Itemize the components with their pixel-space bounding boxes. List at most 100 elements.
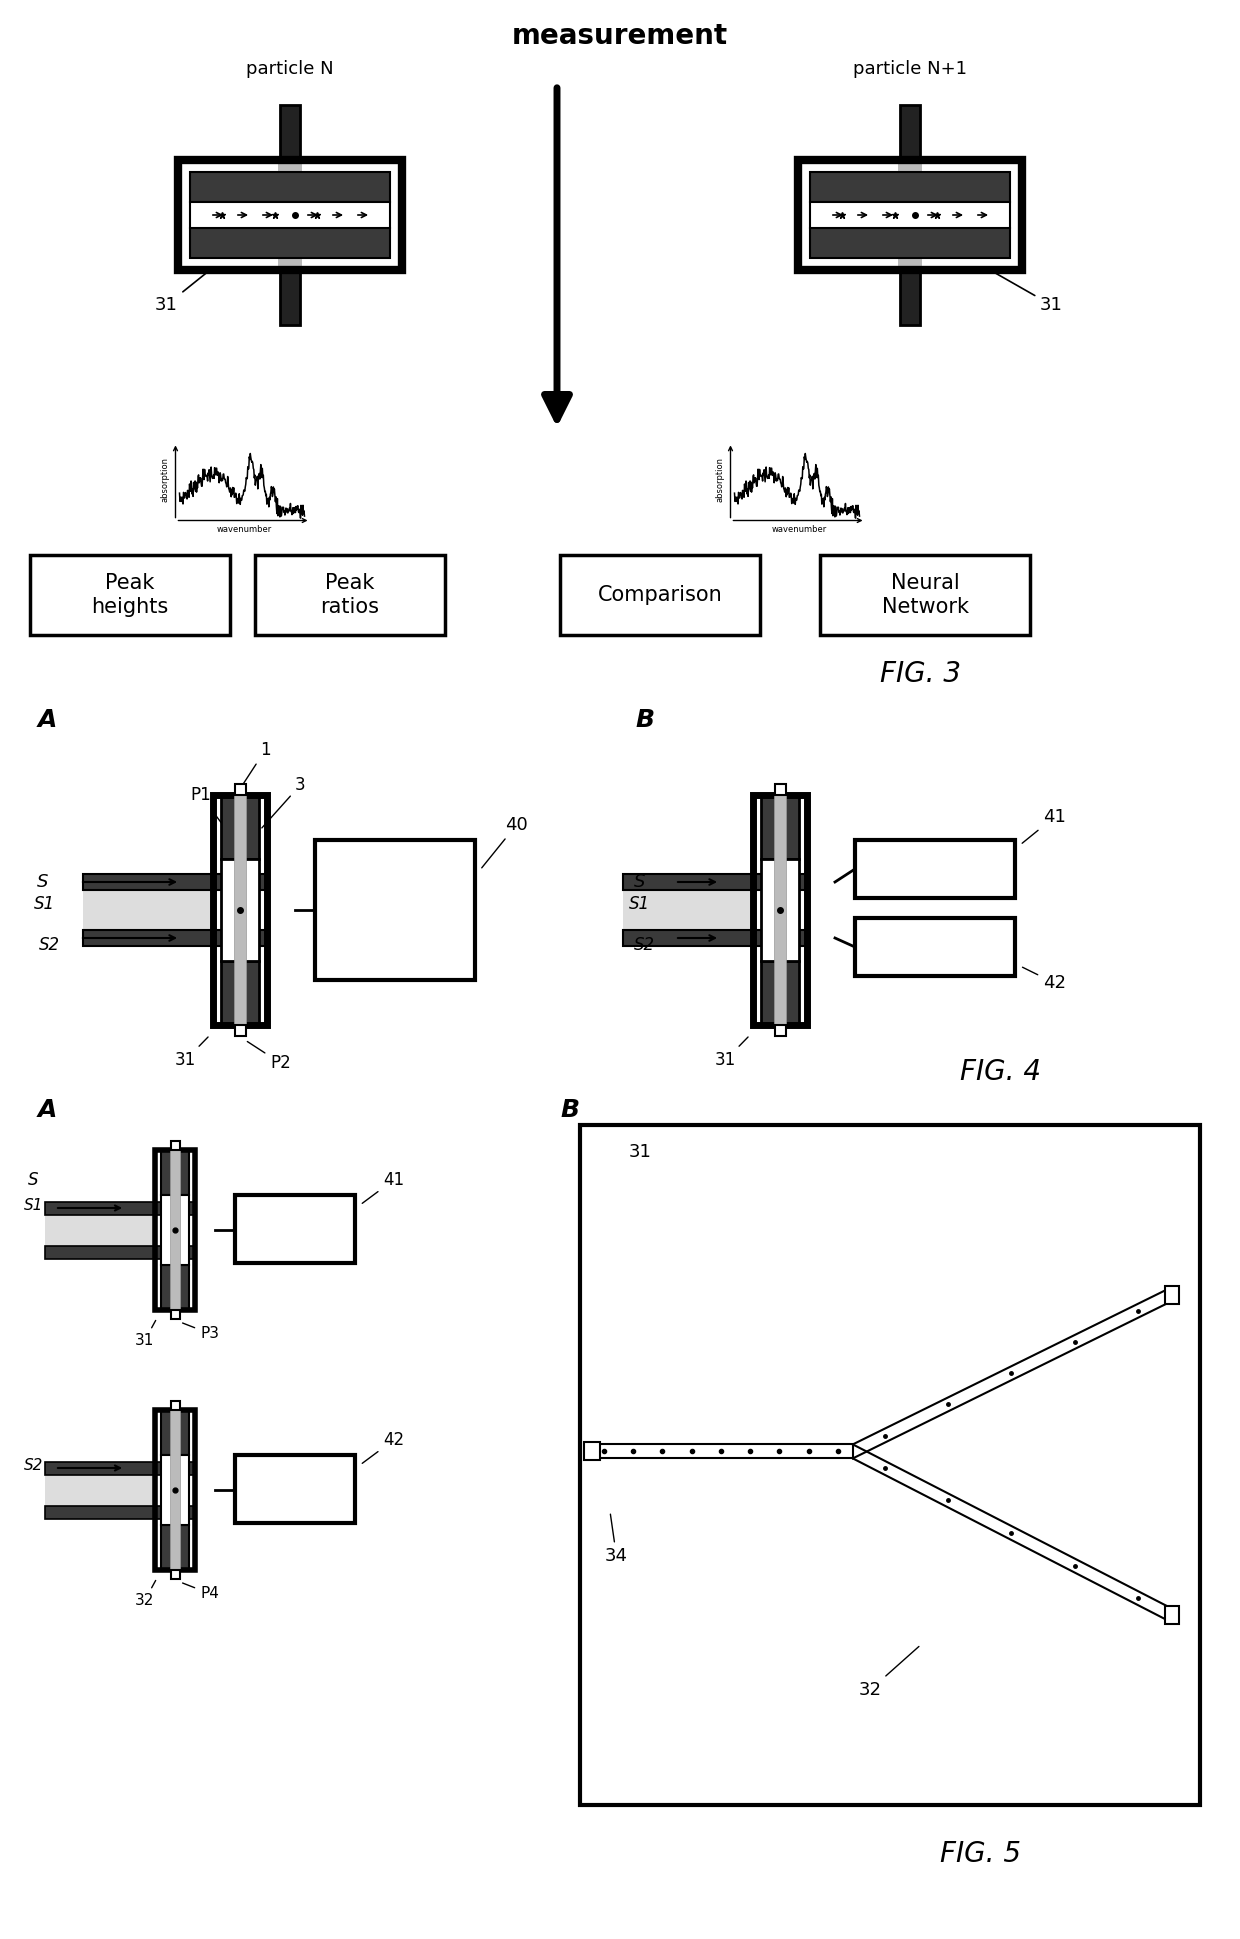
Bar bbox=[255, 555, 445, 634]
Bar bbox=[775, 1026, 785, 1035]
Bar bbox=[170, 1410, 180, 1571]
Bar bbox=[315, 840, 475, 979]
Text: S1: S1 bbox=[24, 1198, 43, 1212]
Text: 41: 41 bbox=[1022, 809, 1066, 843]
Text: FIG. 5: FIG. 5 bbox=[940, 1840, 1021, 1867]
Text: S: S bbox=[634, 873, 645, 892]
Bar bbox=[234, 783, 246, 795]
Bar bbox=[622, 931, 807, 946]
Bar bbox=[1166, 1286, 1179, 1305]
Text: absorption: absorption bbox=[715, 456, 724, 502]
Text: A: A bbox=[38, 708, 57, 733]
Text: S2: S2 bbox=[38, 937, 60, 954]
Text: wavenumber: wavenumber bbox=[216, 525, 272, 535]
Bar bbox=[234, 795, 246, 1026]
Bar bbox=[161, 1410, 188, 1454]
Text: 42: 42 bbox=[1023, 968, 1066, 993]
Text: S2: S2 bbox=[24, 1458, 43, 1472]
Bar bbox=[161, 1194, 188, 1266]
Bar bbox=[856, 840, 1016, 898]
Bar bbox=[591, 1445, 853, 1458]
Text: S: S bbox=[27, 1171, 38, 1189]
Text: 32: 32 bbox=[859, 1646, 919, 1699]
Bar bbox=[775, 783, 785, 795]
Text: 32: 32 bbox=[135, 1580, 156, 1607]
Bar bbox=[753, 795, 807, 1026]
Bar bbox=[1166, 1605, 1179, 1623]
Text: 31: 31 bbox=[135, 1320, 156, 1348]
Bar bbox=[30, 555, 229, 634]
Bar bbox=[213, 795, 267, 1026]
Bar bbox=[170, 1150, 180, 1311]
Bar bbox=[898, 161, 923, 270]
Bar bbox=[221, 795, 259, 859]
Text: P1: P1 bbox=[190, 785, 237, 843]
Text: Comparison: Comparison bbox=[598, 586, 723, 605]
Bar bbox=[190, 202, 391, 229]
Text: FIG. 3: FIG. 3 bbox=[879, 659, 961, 688]
Text: 31: 31 bbox=[175, 1037, 208, 1068]
Bar bbox=[236, 1194, 355, 1262]
Text: S1: S1 bbox=[33, 896, 55, 913]
Text: 31: 31 bbox=[629, 1142, 651, 1161]
Bar bbox=[171, 1311, 180, 1319]
Bar bbox=[761, 795, 799, 859]
Bar bbox=[810, 202, 1011, 229]
Bar bbox=[280, 270, 300, 326]
Text: 31: 31 bbox=[992, 271, 1063, 314]
Bar bbox=[45, 1214, 155, 1245]
Bar bbox=[799, 161, 1022, 270]
Bar bbox=[161, 1266, 188, 1311]
Bar bbox=[161, 1150, 188, 1194]
Text: particle N: particle N bbox=[247, 60, 334, 78]
Bar bbox=[900, 270, 920, 326]
Text: FIG. 4: FIG. 4 bbox=[960, 1059, 1040, 1086]
Text: wavenumber: wavenumber bbox=[771, 525, 827, 535]
Text: 31: 31 bbox=[715, 1037, 748, 1068]
Bar bbox=[856, 917, 1016, 975]
Text: particle N+1: particle N+1 bbox=[853, 60, 967, 78]
Bar bbox=[45, 1474, 155, 1505]
Text: Neural
Network: Neural Network bbox=[882, 574, 968, 617]
Bar bbox=[761, 960, 799, 1026]
Bar bbox=[161, 1454, 188, 1526]
Text: measurement: measurement bbox=[512, 21, 728, 50]
Text: P2: P2 bbox=[247, 1041, 290, 1072]
Bar bbox=[190, 229, 391, 258]
Bar bbox=[45, 1245, 195, 1258]
Text: S2: S2 bbox=[634, 937, 655, 954]
Bar bbox=[810, 173, 1011, 202]
Text: P4: P4 bbox=[182, 1582, 219, 1602]
Text: P3: P3 bbox=[182, 1322, 219, 1342]
Text: S1: S1 bbox=[629, 896, 650, 913]
Text: 42: 42 bbox=[362, 1431, 404, 1464]
Bar bbox=[810, 229, 1011, 258]
Bar bbox=[83, 890, 213, 931]
Bar bbox=[155, 1150, 195, 1311]
Bar bbox=[221, 859, 259, 960]
Bar bbox=[155, 1410, 195, 1571]
Text: 40: 40 bbox=[482, 816, 528, 869]
Bar bbox=[236, 1454, 355, 1522]
Text: 41: 41 bbox=[362, 1171, 404, 1204]
Text: absorption: absorption bbox=[160, 456, 170, 502]
Bar bbox=[45, 1202, 195, 1214]
Bar bbox=[190, 173, 391, 202]
Bar bbox=[161, 1526, 188, 1571]
Bar bbox=[774, 795, 786, 1026]
Bar bbox=[179, 161, 402, 270]
Bar bbox=[820, 555, 1030, 634]
Bar bbox=[83, 931, 267, 946]
Bar bbox=[171, 1571, 180, 1578]
Text: A: A bbox=[38, 1097, 57, 1123]
Text: 31: 31 bbox=[155, 271, 208, 314]
Text: B: B bbox=[560, 1097, 579, 1123]
Bar bbox=[280, 105, 300, 161]
Bar bbox=[221, 960, 259, 1026]
Text: Peak
ratios: Peak ratios bbox=[320, 574, 379, 617]
Bar bbox=[171, 1140, 180, 1150]
Text: 3: 3 bbox=[262, 776, 305, 828]
Bar bbox=[584, 1443, 600, 1460]
Bar bbox=[45, 1462, 195, 1474]
Bar bbox=[560, 555, 760, 634]
